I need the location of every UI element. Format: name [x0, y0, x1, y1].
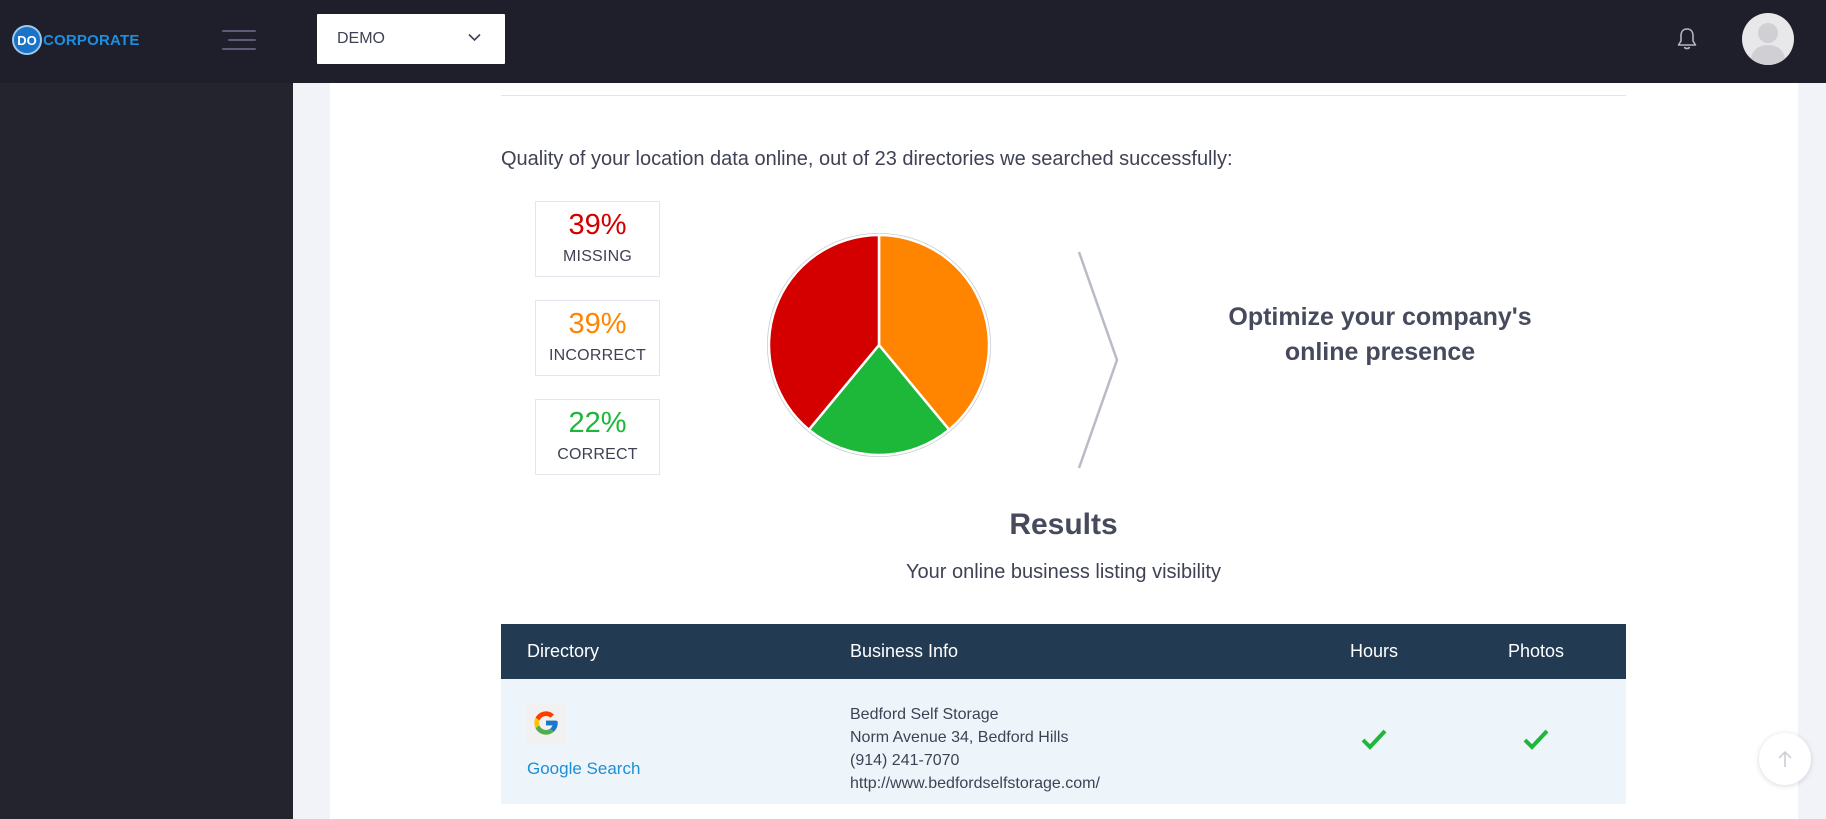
- google-icon: [526, 703, 566, 743]
- user-avatar[interactable]: [1742, 13, 1794, 65]
- user-silhouette-icon: [1750, 23, 1786, 65]
- menu-toggle-icon[interactable]: [222, 30, 256, 50]
- brand-badge: DO: [12, 25, 42, 55]
- header-business-info: Business Info: [850, 641, 959, 661]
- brand-name: CORPORATE: [43, 31, 140, 49]
- chevron-down-icon: [468, 33, 481, 42]
- sidebar: [0, 83, 293, 819]
- business-info: Bedford Self Storage Norm Avenue 34, Bed…: [850, 703, 1100, 795]
- chevron-right-icon: [1077, 251, 1119, 469]
- brand-logo[interactable]: DO CORPORATE: [12, 25, 140, 55]
- quality-pie-chart: [767, 233, 991, 457]
- stat-incorrect-label: INCORRECT: [549, 347, 646, 364]
- divider: [501, 95, 1626, 96]
- account-selector-value: DEMO: [337, 30, 385, 47]
- arrow-up-icon: [1778, 750, 1792, 767]
- table-header: Directory Business Info Hours Photos: [501, 624, 1626, 679]
- scroll-to-top-button[interactable]: [1759, 733, 1811, 785]
- pie-slice-incorrect: [877, 233, 991, 432]
- photos-check-icon: [1523, 729, 1549, 750]
- stat-correct-percent: 22%: [568, 407, 627, 439]
- results-title: Results: [1009, 508, 1118, 541]
- stat-correct-label: CORRECT: [557, 446, 638, 463]
- pie-slice-missing: [767, 233, 881, 432]
- business-address: Norm Avenue 34, Bedford Hills: [850, 729, 1069, 746]
- stat-missing-label: MISSING: [563, 248, 632, 265]
- stat-incorrect-percent: 39%: [568, 308, 627, 340]
- header-hours: Hours: [1350, 641, 1399, 661]
- hours-check-icon: [1361, 729, 1387, 750]
- results-table: Directory Business Info Hours Photos Goo…: [501, 624, 1626, 804]
- optimize-callout: Optimize your company's online presence: [1200, 300, 1560, 370]
- optimize-line-2: online presence: [1284, 338, 1476, 366]
- quality-summary-text: Quality of your location data online, ou…: [501, 148, 1233, 170]
- stat-incorrect: 39% INCORRECT: [535, 300, 660, 376]
- pie-slice-correct: [807, 343, 951, 457]
- business-name: Bedford Self Storage: [850, 706, 999, 723]
- top-bar: DO CORPORATE DEMO: [0, 0, 1826, 83]
- directory-link-google-search[interactable]: Google Search: [527, 759, 641, 778]
- table-row: Google Search Bedford Self Storage Norm …: [501, 679, 1626, 804]
- results-subtitle: Your online business listing visibility: [906, 561, 1221, 583]
- optimize-line-1: Optimize your company's: [1228, 303, 1532, 331]
- business-phone: (914) 241-7070: [850, 752, 960, 769]
- header-photos: Photos: [1508, 641, 1565, 661]
- stat-missing: 39% MISSING: [535, 201, 660, 277]
- account-selector[interactable]: DEMO: [317, 14, 505, 64]
- header-directory: Directory: [527, 641, 600, 661]
- stat-missing-percent: 39%: [568, 209, 627, 241]
- bell-icon[interactable]: [1674, 26, 1700, 52]
- business-website: http://www.bedfordselfstorage.com/: [850, 775, 1100, 792]
- stat-correct: 22% CORRECT: [535, 399, 660, 475]
